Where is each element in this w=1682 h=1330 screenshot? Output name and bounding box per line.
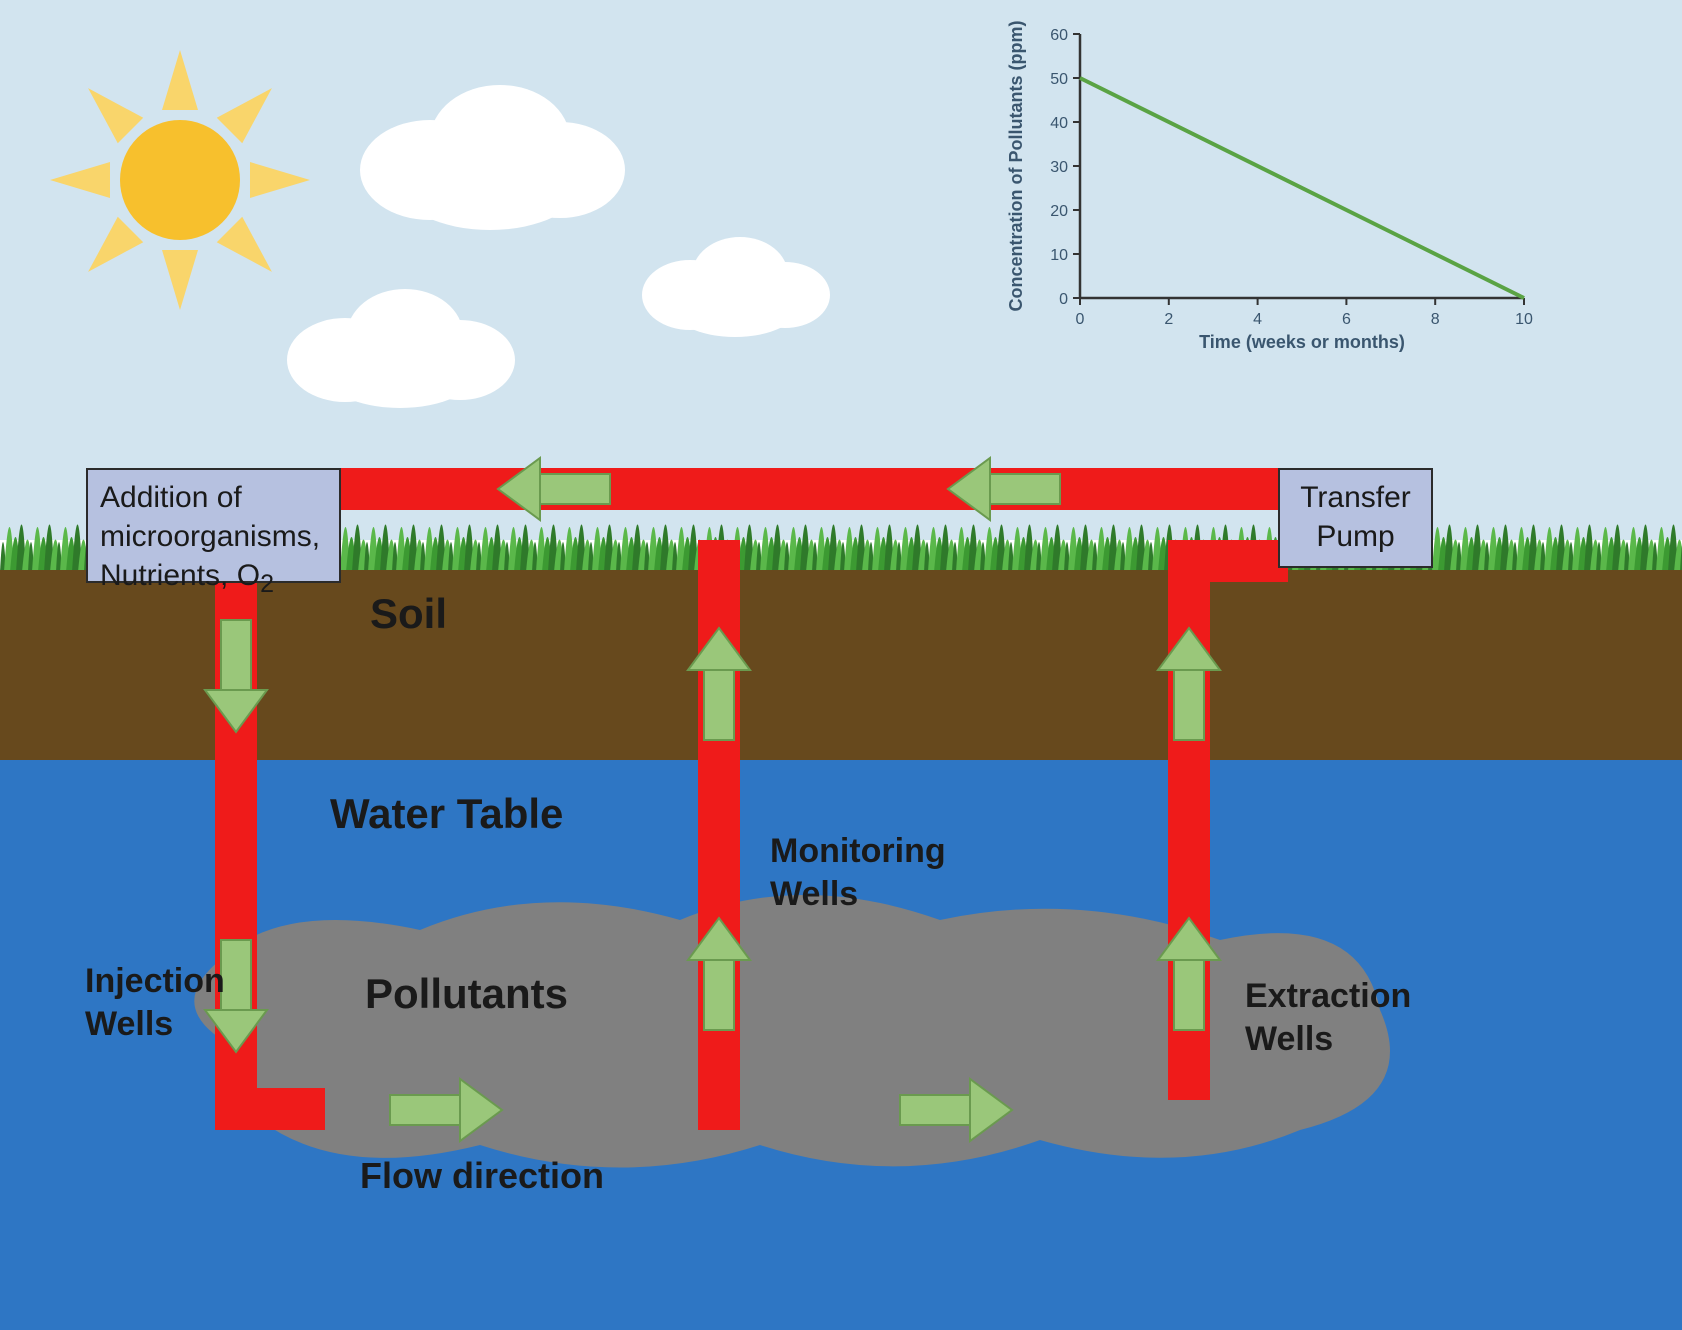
svg-text:50: 50: [1050, 71, 1068, 88]
svg-text:20: 20: [1050, 203, 1068, 220]
svg-text:8: 8: [1431, 311, 1440, 328]
flow-direction-label: Flow direction: [360, 1155, 604, 1197]
svg-text:4: 4: [1253, 311, 1262, 328]
svg-text:30: 30: [1050, 159, 1068, 176]
svg-text:2: 2: [1164, 311, 1173, 328]
svg-text:6: 6: [1342, 311, 1351, 328]
injection-wells-label: InjectionWells: [85, 960, 225, 1045]
svg-text:0: 0: [1059, 291, 1068, 308]
extraction-wells-label: ExtractionWells: [1245, 975, 1411, 1060]
transfer-pump-box: TransferPump: [1278, 468, 1433, 568]
svg-text:40: 40: [1050, 115, 1068, 132]
svg-text:10: 10: [1050, 247, 1068, 264]
monitoring-wells-label: MonitoringWells: [770, 830, 946, 915]
addition-box-text: Addition ofmicroorganisms,Nutrients, O2: [100, 481, 320, 592]
addition-box-sub: 2: [260, 570, 274, 598]
chart-svg: 0 10 20 30 40 50 60 0 2 4 6 8 10 Time (weeks or month…: [1002, 20, 1542, 360]
svg-text:10: 10: [1515, 311, 1533, 328]
svg-text:60: 60: [1050, 27, 1068, 44]
pollutant-chart: 0 10 20 30 40 50 60 0 2 4 6 8 10 Time (weeks or month…: [1002, 20, 1542, 360]
transfer-pump-text: TransferPump: [1300, 481, 1411, 553]
pollutants-label: Pollutants: [365, 970, 568, 1018]
svg-text:0: 0: [1076, 311, 1085, 328]
soil-label: Soil: [370, 590, 447, 638]
svg-text:Concentration of Pollutants (p: Concentration of Pollutants (ppm): [1006, 21, 1026, 312]
water-table-label: Water Table: [330, 790, 563, 838]
addition-box: Addition ofmicroorganisms,Nutrients, O2: [86, 468, 341, 583]
svg-text:Time (weeks or months): Time (weeks or months): [1199, 332, 1405, 352]
